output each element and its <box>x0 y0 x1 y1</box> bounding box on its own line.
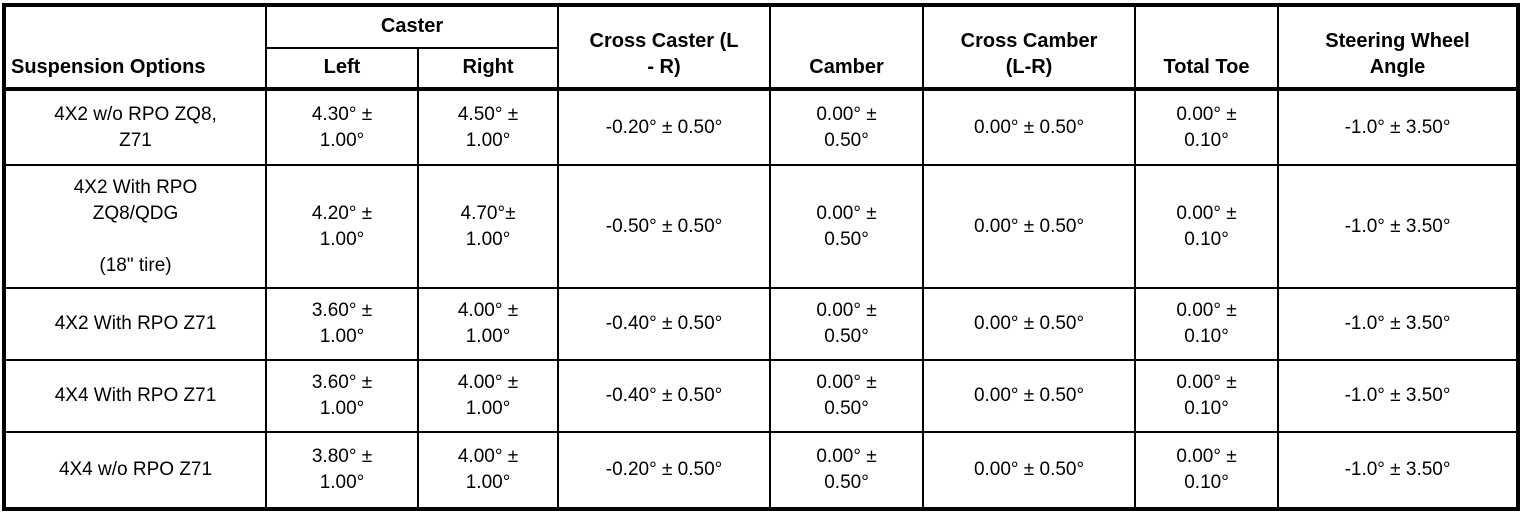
cell-caster-right: 4.70°± 1.00° <box>416 164 560 289</box>
cell-option: 4X4 w/o RPO Z71 <box>3 431 267 510</box>
cell-steering-wheel-angle: -1.0° ± 3.50° <box>1277 164 1520 289</box>
cell-total-toe: 0.00° ± 0.10° <box>1134 287 1280 361</box>
cell-steering-wheel-angle: -1.0° ± 3.50° <box>1277 287 1520 361</box>
cell-caster-left: 4.20° ± 1.00° <box>265 164 419 289</box>
cell-steering-wheel-angle: -1.0° ± 3.50° <box>1277 359 1520 433</box>
header-caster-group: Caster <box>264 4 560 49</box>
cell-option: 4X2 With RPO ZQ8/QDG (18" tire) <box>3 164 267 289</box>
cell-cross-camber: 0.00° ± 0.50° <box>922 164 1137 289</box>
cell-total-toe: 0.00° ± 0.10° <box>1134 431 1280 510</box>
table-row: 4X2 w/o RPO ZQ8, Z71 4.30° ± 1.00° 4.50°… <box>3 88 1520 166</box>
cell-caster-right: 4.00° ± 1.00° <box>416 431 560 510</box>
header-cross-camber: Cross Camber (L-R) <box>922 4 1137 90</box>
table-row: 4X2 With RPO ZQ8/QDG (18" tire) 4.20° ± … <box>3 164 1520 289</box>
cell-total-toe: 0.00° ± 0.10° <box>1134 88 1280 166</box>
header-row-top: Suspension Options Caster Cross Caster (… <box>3 4 1520 90</box>
header-total-toe: Total Toe <box>1134 4 1280 90</box>
cell-camber: 0.00° ± 0.50° <box>769 164 925 289</box>
cell-steering-wheel-angle: -1.0° ± 3.50° <box>1277 88 1520 166</box>
cell-option: 4X2 w/o RPO ZQ8, Z71 <box>3 88 267 166</box>
header-row-bottom: Left Right <box>4 47 1518 90</box>
cell-option: 4X2 With RPO Z71 <box>3 287 267 361</box>
cell-caster-right: 4.00° ± 1.00° <box>416 287 560 361</box>
table-header: Suspension Options Caster Cross Caster (… <box>3 4 1520 90</box>
cell-caster-left: 3.80° ± 1.00° <box>265 431 419 510</box>
cell-steering-wheel-angle: -1.0° ± 3.50° <box>1277 431 1520 510</box>
cell-caster-left: 3.60° ± 1.00° <box>265 359 419 433</box>
table-row: 4X4 With RPO Z71 3.60° ± 1.00° 4.00° ± 1… <box>3 359 1520 433</box>
cell-camber: 0.00° ± 0.50° <box>769 88 925 166</box>
cell-camber: 0.00° ± 0.50° <box>769 431 925 510</box>
header-caster-right: Right <box>416 47 560 90</box>
header-steering-wheel-angle: Steering Wheel Angle <box>1277 4 1520 90</box>
table-row: 4X4 w/o RPO Z71 3.80° ± 1.00° 4.00° ± 1.… <box>3 431 1520 510</box>
cell-caster-left: 4.30° ± 1.00° <box>265 88 419 166</box>
table-row: 4X2 With RPO Z71 3.60° ± 1.00° 4.00° ± 1… <box>3 287 1520 361</box>
cell-cross-caster: -0.20° ± 0.50° <box>557 431 772 510</box>
header-cross-caster: Cross Caster (L - R) <box>557 4 772 90</box>
cell-cross-caster: -0.40° ± 0.50° <box>557 359 772 433</box>
cell-cross-caster: -0.50° ± 0.50° <box>557 164 772 289</box>
table-body: 4X2 w/o RPO ZQ8, Z71 4.30° ± 1.00° 4.50°… <box>3 88 1520 510</box>
cell-option: 4X4 With RPO Z71 <box>3 359 267 433</box>
header-caster-left: Left <box>265 47 419 90</box>
cell-camber: 0.00° ± 0.50° <box>769 287 925 361</box>
cell-caster-left: 3.60° ± 1.00° <box>265 287 419 361</box>
suspension-alignment-specs-table: Suspension Options Caster Cross Caster (… <box>2 3 1520 511</box>
cell-caster-right: 4.50° ± 1.00° <box>416 88 560 166</box>
cell-total-toe: 0.00° ± 0.10° <box>1134 164 1280 289</box>
cell-cross-caster: -0.20° ± 0.50° <box>557 88 772 166</box>
cell-cross-caster: -0.40° ± 0.50° <box>557 287 772 361</box>
header-suspension-options: Suspension Options <box>3 4 267 90</box>
cell-caster-right: 4.00° ± 1.00° <box>416 359 560 433</box>
header-camber: Camber <box>769 4 925 90</box>
cell-cross-camber: 0.00° ± 0.50° <box>922 287 1137 361</box>
cell-cross-camber: 0.00° ± 0.50° <box>922 359 1137 433</box>
cell-cross-camber: 0.00° ± 0.50° <box>922 431 1137 510</box>
cell-cross-camber: 0.00° ± 0.50° <box>922 88 1137 166</box>
cell-camber: 0.00° ± 0.50° <box>769 359 925 433</box>
cell-total-toe: 0.00° ± 0.10° <box>1134 359 1280 433</box>
